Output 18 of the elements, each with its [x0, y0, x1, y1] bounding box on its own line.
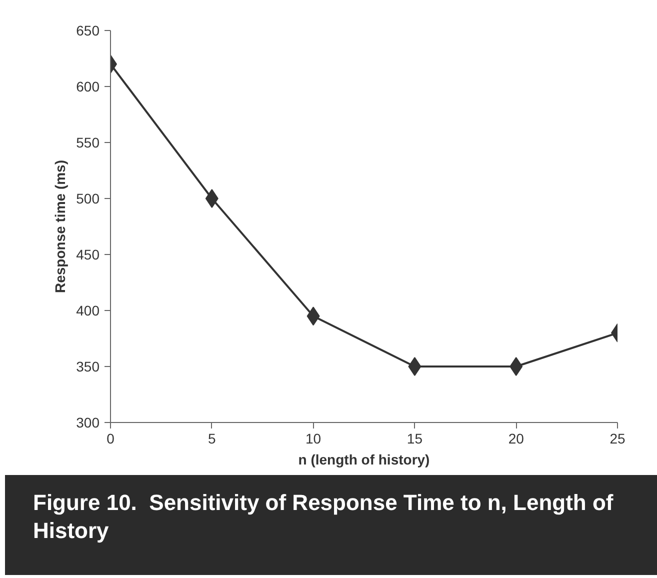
y-tick-label: 400 — [76, 302, 100, 318]
y-tick-label: 500 — [76, 190, 100, 206]
x-tick-label: 5 — [208, 430, 216, 446]
y-tick-label: 350 — [76, 358, 100, 374]
x-tick-label: 20 — [508, 430, 524, 446]
y-axis-title: Response time (ms) — [52, 160, 68, 294]
x-tick-label: 15 — [406, 430, 423, 446]
x-axis-title: n (length of history) — [298, 452, 430, 468]
point — [408, 357, 422, 376]
x-tick-label: 10 — [306, 430, 322, 446]
caption: Figure 10. Sensitivity of Response Time to n, Length of History — [33, 489, 614, 544]
y-tick-label: 600 — [76, 78, 100, 94]
y-tick-label: 550 — [76, 134, 100, 150]
x-tick-label: 0 — [106, 430, 115, 446]
y-tick-label: 450 — [76, 246, 100, 262]
x-tick-label: 25 — [610, 430, 626, 446]
y-tick-label: 300 — [76, 414, 100, 430]
y-tick-label: 650 — [76, 22, 100, 38]
